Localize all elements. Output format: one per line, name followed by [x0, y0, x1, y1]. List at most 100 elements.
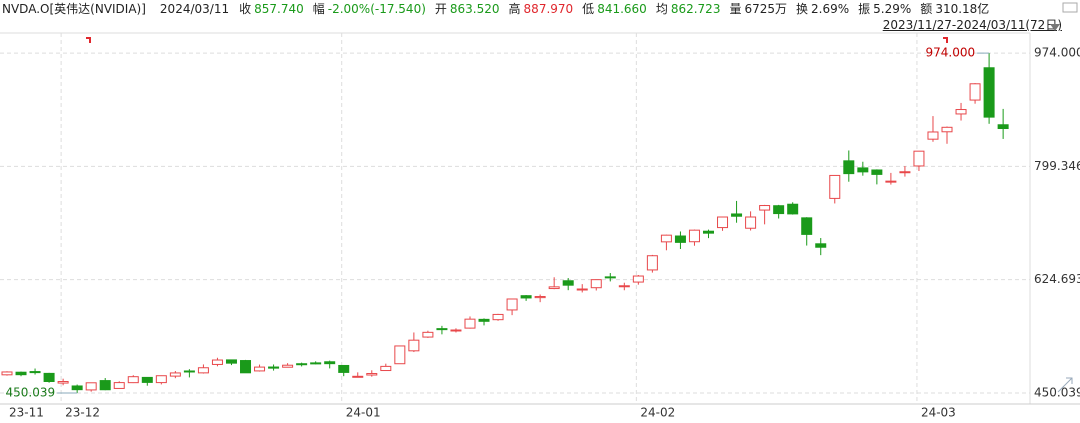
candle-body	[450, 329, 462, 332]
candle-body	[85, 382, 97, 391]
candle-body	[169, 372, 181, 377]
field-value: 863.520	[449, 2, 500, 16]
range-selector[interactable]: 2023/11/27-2024/03/11(72日)	[882, 18, 1062, 32]
candle-body	[506, 298, 518, 311]
field-label: 额	[920, 2, 933, 16]
candle-body	[43, 372, 55, 382]
field-label: 均	[655, 2, 668, 16]
field-value: 887.970	[523, 2, 574, 16]
icon[interactable]	[1057, 377, 1073, 393]
candle-body	[604, 276, 616, 279]
field-label: 振	[858, 2, 871, 16]
candle-body	[773, 205, 785, 215]
y-tick-label: 799.346	[1034, 159, 1080, 173]
field-label: 高	[508, 2, 521, 16]
candle-body	[15, 371, 27, 376]
candle-body	[801, 217, 813, 235]
candle-body	[534, 296, 546, 299]
y-tick-label: 624.693	[1034, 272, 1080, 286]
candle-body	[492, 313, 504, 321]
candle-body	[871, 169, 883, 175]
candle-body	[969, 83, 981, 101]
field-value: 862.723	[670, 2, 721, 16]
icon[interactable]	[1062, 2, 1078, 13]
event-marker[interactable]	[86, 37, 91, 43]
y-tick-label: 974.000	[1034, 46, 1080, 60]
field-label: 开	[434, 2, 447, 16]
candle-body	[941, 126, 953, 133]
field-value: 841.660	[597, 2, 647, 16]
candle-body	[548, 286, 560, 290]
candle-body	[646, 255, 658, 271]
y-tick-label: 450.039	[1034, 385, 1080, 399]
candle-body	[99, 380, 111, 391]
candle-body	[983, 67, 995, 118]
candle-body	[211, 359, 223, 365]
candle-body	[310, 362, 322, 365]
candle-body	[141, 376, 153, 383]
field-label: 低	[582, 2, 595, 16]
x-tick-label: 23-12	[65, 406, 100, 420]
x-tick-label: 23-11	[9, 406, 44, 420]
x-tick-label: 24-02	[640, 406, 675, 420]
field-label: 换	[796, 2, 809, 16]
candle-body	[478, 318, 490, 322]
candle-body	[282, 364, 294, 368]
candle-body	[113, 382, 125, 389]
quote-date: 2024/03/11	[159, 2, 230, 16]
field-label: 幅	[312, 2, 325, 16]
dropdown-arrow[interactable]	[1050, 24, 1060, 31]
candle-body	[787, 203, 799, 215]
candle-body	[815, 243, 827, 248]
candle-body	[899, 171, 911, 174]
candle-body	[366, 373, 378, 376]
candle-body	[254, 366, 266, 372]
candle-body	[338, 364, 350, 373]
field-label: 收	[239, 2, 252, 16]
candle-body	[240, 360, 252, 374]
field-value: 5.29%	[873, 2, 912, 16]
candle-body	[927, 131, 939, 140]
candle-body	[197, 367, 209, 374]
candle-body	[674, 235, 686, 243]
candle-body	[829, 174, 841, 199]
header: NVDA.O[英伟达(NVIDIA)] 2024/03/11 收 857.740 幅 -2…	[0, 0, 1080, 18]
candle-body	[688, 229, 700, 243]
candle-body	[324, 361, 336, 365]
candle-body	[29, 371, 41, 374]
quote-fields: 收 857.740 幅 -2.00%(-17.540) 开 863.520 高 887.970…	[239, 0, 998, 18]
candle-body	[576, 288, 588, 291]
candle-body	[422, 331, 434, 338]
candle-body	[632, 275, 644, 283]
candle-body	[955, 109, 967, 115]
candle-body	[759, 205, 771, 211]
symbol: NVDA.O[英伟达(NVIDIA)]	[2, 2, 146, 16]
candle-body	[703, 230, 714, 234]
quote-row: NVDA.O[英伟达(NVIDIA)] 2024/03/11 收 857.740 幅 -2…	[2, 0, 998, 18]
event-marker[interactable]	[943, 37, 948, 43]
candle-body	[1, 371, 13, 376]
field-value: 6725万	[744, 2, 788, 16]
candle-body	[731, 213, 743, 217]
candle-body	[436, 328, 448, 331]
candle-body	[464, 318, 476, 329]
candle-body	[57, 380, 69, 384]
candle-body	[183, 370, 195, 373]
candle-body	[997, 124, 1009, 130]
candle-body	[857, 167, 869, 173]
candle-body	[155, 375, 167, 384]
x-tick-label: 24-01	[346, 406, 381, 420]
candle-body	[717, 216, 729, 229]
field-value: 857.740	[254, 2, 304, 16]
candle-body	[562, 280, 574, 286]
candle-body	[296, 363, 308, 366]
field-value: 2.69%	[811, 2, 850, 16]
candle-body	[520, 295, 532, 299]
candle-body	[71, 385, 83, 391]
candle-body	[394, 345, 406, 365]
candle-body	[590, 279, 602, 289]
field-value: 310.18亿	[935, 2, 990, 16]
candle-body	[127, 376, 139, 384]
